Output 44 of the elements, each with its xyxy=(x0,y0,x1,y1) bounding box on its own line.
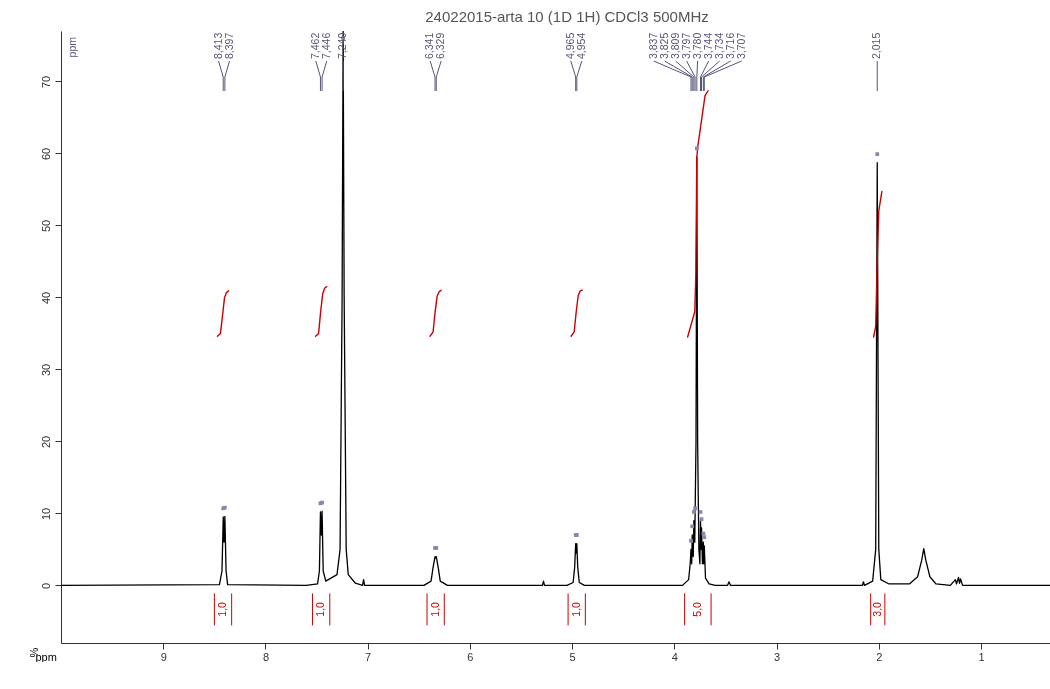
y-tick-label: 60 xyxy=(39,147,52,161)
annotation: 3,707 xyxy=(734,32,747,59)
x-tick-label: 8 xyxy=(262,650,270,663)
y-tick-label: 20 xyxy=(39,435,52,449)
annotation: 3,0 xyxy=(870,601,883,617)
annotation: 4,954 xyxy=(574,32,587,59)
annotation: 3,734 xyxy=(712,32,725,59)
annotation: ppm xyxy=(66,36,78,58)
annotation: 3,744 xyxy=(701,32,714,59)
annotation: 3,716 xyxy=(723,32,736,59)
y-tick-label: 0 xyxy=(39,582,52,589)
y-tick-label: 30 xyxy=(39,363,52,377)
annotation: 1,0 xyxy=(428,601,441,617)
annotation: 3,837 xyxy=(646,32,659,59)
annotation: 2,015 xyxy=(870,32,883,59)
annotation: 4,965 xyxy=(563,32,576,59)
annotation: 7,240 xyxy=(336,32,349,59)
x-tick-label: 2 xyxy=(876,650,883,663)
annotation: 7,446 xyxy=(319,32,332,59)
annotation: 1,0 xyxy=(216,601,229,617)
x-tick-label: 1 xyxy=(978,650,985,663)
annotation: 1,0 xyxy=(314,601,327,617)
x-tick-label: 3 xyxy=(773,650,781,663)
annotation: 3,780 xyxy=(690,32,703,59)
x-tick-label: 5 xyxy=(569,650,576,663)
annotation: 3,825 xyxy=(657,32,670,59)
annotation: 8,397 xyxy=(222,32,235,59)
annotation: 1,0 xyxy=(569,601,582,617)
annotation: 3,797 xyxy=(679,32,692,59)
x-tick-label: 7 xyxy=(365,650,372,663)
annotation: 8,413 xyxy=(211,32,224,59)
chart-title: 24022015-arta 10 (1D 1H) CDCl3 500MHz xyxy=(425,8,709,25)
annotation: 6,341 xyxy=(423,32,436,59)
annotation: 3,809 xyxy=(668,32,681,59)
x-tick-label: 4 xyxy=(671,650,678,663)
y-tick-label: 50 xyxy=(39,219,52,233)
x-tick-label: 6 xyxy=(467,650,474,663)
annotation: 7,462 xyxy=(308,32,321,59)
x-tick-label: 9 xyxy=(160,650,167,663)
annotation: 6,329 xyxy=(434,32,447,59)
annotation: 5,0 xyxy=(690,601,703,617)
y-tick-label: 10 xyxy=(39,507,52,521)
y-tick-label: 70 xyxy=(39,75,52,89)
y-tick-label: 40 xyxy=(39,291,52,305)
